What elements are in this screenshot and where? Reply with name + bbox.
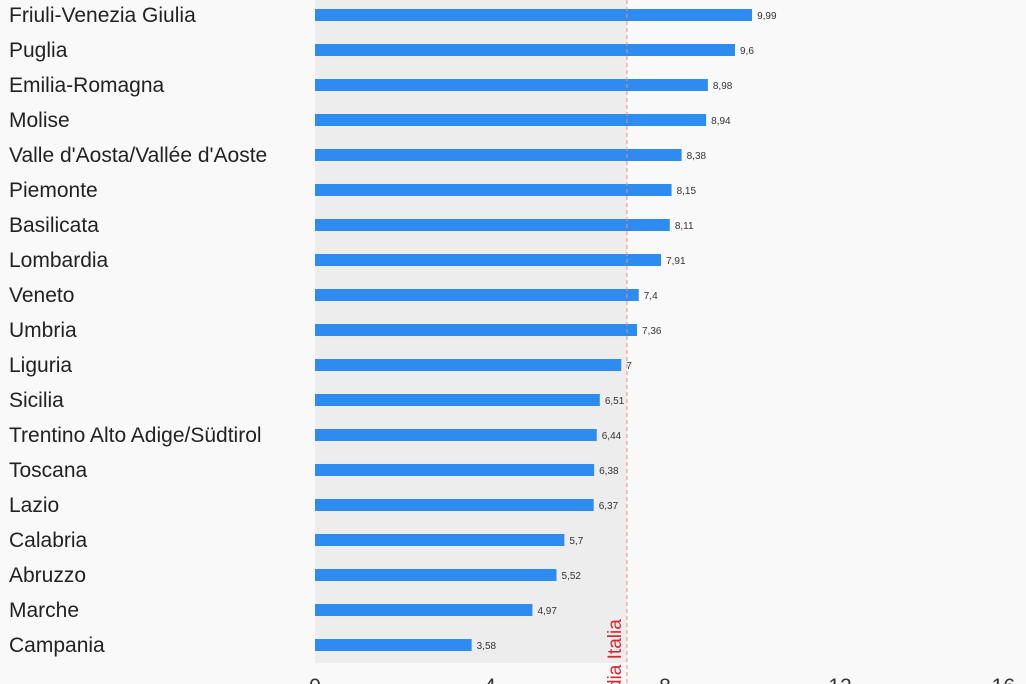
category-label: Piemonte (9, 179, 98, 202)
category-label: Abruzzo (9, 564, 86, 587)
value-label: 6,37 (599, 501, 619, 512)
value-label: 4,97 (537, 606, 557, 617)
category-label: Molise (9, 109, 70, 132)
reference-line-label: dia Italia (605, 619, 626, 684)
value-label: 6,44 (602, 431, 622, 442)
x-tick-label: 16 (992, 675, 1015, 684)
bar (315, 464, 595, 476)
bar (315, 534, 565, 546)
value-label: 3,58 (477, 641, 497, 652)
value-label: 8,11 (675, 221, 694, 232)
category-label: Marche (9, 599, 79, 622)
value-label: 8,98 (713, 81, 733, 92)
bar (315, 639, 472, 651)
category-label: Umbria (9, 319, 77, 342)
category-label: Veneto (9, 284, 74, 307)
value-label: 7,91 (666, 256, 686, 267)
value-label: 8,38 (687, 151, 707, 162)
bar (315, 114, 707, 126)
category-label: Trentino Alto Adige/Südtirol (9, 424, 262, 447)
value-label: 9,99 (757, 11, 777, 22)
x-tick-label: 8 (659, 675, 671, 684)
bar (315, 254, 662, 266)
bar (315, 44, 735, 56)
category-label: Basilicata (9, 214, 99, 237)
value-label: 8,15 (677, 186, 697, 197)
category-label: Emilia-Romagna (9, 74, 165, 97)
category-label: Lazio (9, 494, 59, 517)
value-label: 5,52 (562, 571, 582, 582)
value-label: 6,38 (599, 466, 619, 477)
bar (315, 219, 670, 231)
bar (315, 569, 557, 581)
bar (315, 289, 639, 301)
bar (315, 149, 682, 161)
bar (315, 184, 672, 196)
value-label: 6,51 (605, 396, 625, 407)
x-axis-ticks-group: 0 4 8 12 16 (309, 675, 1015, 684)
category-labels-group: Friuli-Venezia Giulia Puglia Emilia-Romagn… (9, 4, 267, 657)
category-label: Campania (9, 634, 105, 657)
category-label: Calabria (9, 529, 88, 552)
category-label: Lombardia (9, 249, 109, 272)
bar (315, 429, 597, 441)
value-label: 5,7 (569, 536, 583, 547)
value-label: 9,6 (740, 46, 754, 57)
category-label: Toscana (9, 459, 88, 482)
category-label: Friuli-Venezia Giulia (9, 4, 196, 27)
bar (315, 499, 594, 511)
x-tick-label: 12 (828, 675, 851, 684)
value-label: 7,36 (642, 326, 662, 337)
category-label: Puglia (9, 39, 68, 62)
bar (315, 9, 753, 21)
category-label: Valle d'Aosta/Vallée d'Aoste (9, 144, 267, 167)
value-label: 7,4 (644, 291, 658, 302)
x-tick-label: 0 (309, 675, 321, 684)
x-tick-label: 4 (484, 675, 496, 684)
bars-group (315, 9, 753, 651)
bar (315, 324, 637, 336)
bar (315, 359, 622, 371)
bar (315, 79, 708, 91)
value-label: 7 (626, 361, 632, 372)
bar (315, 394, 600, 406)
value-label: 8,94 (711, 116, 731, 127)
bar (315, 604, 533, 616)
value-labels-group: 9,99 9,6 8,98 8,94 8,38 8,15 8,11 7,91 7,4 7,36 7 6… (477, 11, 777, 652)
category-label: Sicilia (9, 389, 64, 412)
category-label: Liguria (9, 354, 72, 377)
